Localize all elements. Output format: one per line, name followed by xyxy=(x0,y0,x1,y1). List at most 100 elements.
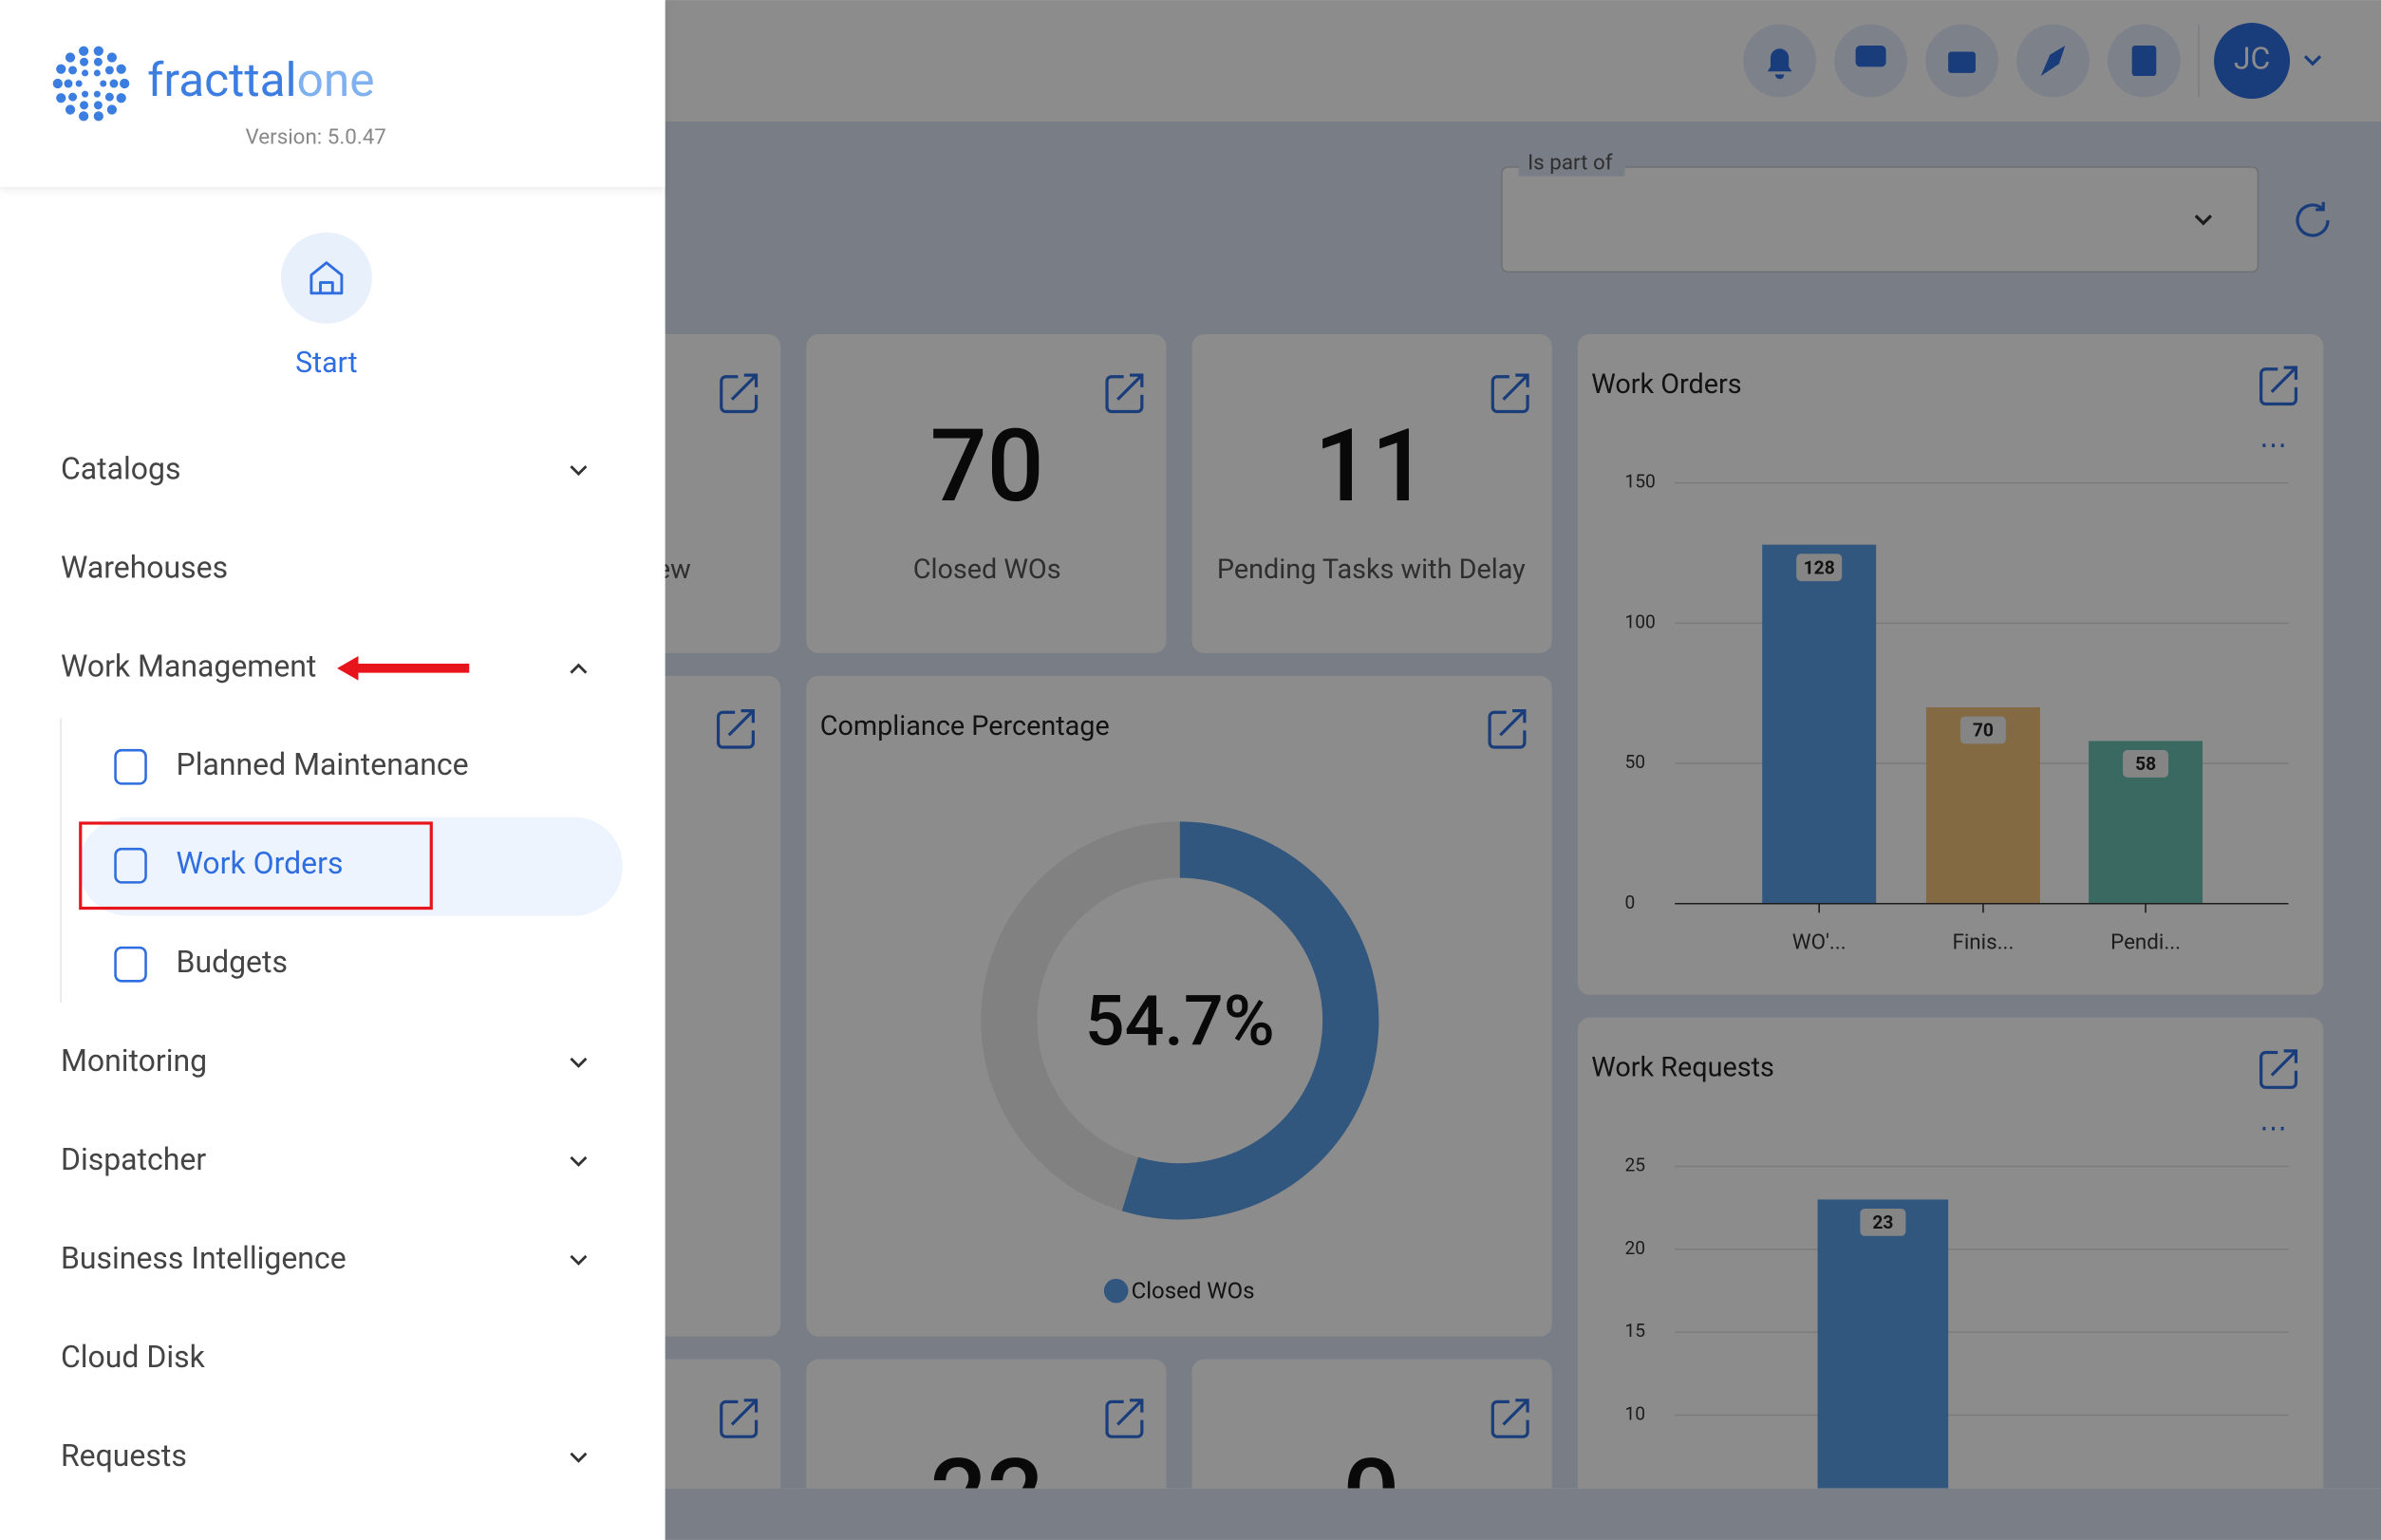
bar-label: 23 xyxy=(1872,1211,1893,1233)
menu-item[interactable]: Catalogs xyxy=(61,450,181,486)
avatar-initials: JC xyxy=(2234,40,2270,76)
logo-dot xyxy=(82,69,89,77)
menu-item[interactable]: Warehouses xyxy=(61,549,228,585)
x-tick-label: Pendi... xyxy=(2110,930,2181,954)
bar-label-bg xyxy=(1860,1208,1906,1236)
open-external-button[interactable] xyxy=(1488,709,1527,749)
y-tick-label: 150 xyxy=(1624,471,1655,493)
menu-item[interactable]: Monitoring xyxy=(61,1042,207,1079)
submenu-item[interactable]: Work Orders xyxy=(177,845,344,881)
y-tick-label: 15 xyxy=(1624,1320,1645,1342)
logo-dot xyxy=(116,93,126,103)
open-external-button[interactable] xyxy=(720,1399,759,1438)
submenu-item[interactable]: Budgets xyxy=(177,944,288,980)
y-tick-label: 100 xyxy=(1624,610,1655,632)
logo-dot xyxy=(68,92,78,102)
open-external-button[interactable] xyxy=(2259,366,2298,406)
chart-menu[interactable]: ⋯ xyxy=(2259,429,2287,461)
logo-dot xyxy=(64,79,73,88)
widget-card xyxy=(806,675,1552,1337)
kpi-card xyxy=(665,333,781,653)
bar-label: 128 xyxy=(1804,556,1835,578)
overlay-footer xyxy=(665,1488,2381,1540)
expand-chevron[interactable] xyxy=(570,1254,588,1266)
logo-dot xyxy=(93,101,103,110)
bar-label: 58 xyxy=(2135,753,2156,775)
submenu-item[interactable]: Planned Maintenance xyxy=(177,746,469,782)
logo-dot xyxy=(79,46,89,56)
kpi-card xyxy=(1191,333,1552,653)
open-external-button[interactable] xyxy=(720,373,759,414)
expand-chevron[interactable] xyxy=(570,1057,588,1068)
logo-dot xyxy=(68,66,78,75)
open-external-button[interactable] xyxy=(2259,1049,2298,1089)
donut-segment xyxy=(1121,821,1379,1220)
version: Version: 5.0.47 xyxy=(245,125,385,150)
filter-chevron xyxy=(2194,215,2212,226)
start-button[interactable] xyxy=(280,232,372,324)
submenu-icon xyxy=(114,847,147,884)
logo-dot xyxy=(65,52,76,63)
logo-dot xyxy=(93,111,103,122)
submenu-icon xyxy=(114,748,147,785)
topbar-glyphs xyxy=(1767,46,2157,80)
logo-dot xyxy=(82,90,89,98)
open-external-button[interactable] xyxy=(1490,1399,1529,1438)
widget-card xyxy=(665,675,781,1337)
open-external-button[interactable] xyxy=(1105,373,1144,414)
refresh-button[interactable] xyxy=(2296,201,2330,237)
chart-menu[interactable]: ⋯ xyxy=(2259,1113,2287,1145)
expand-chevron[interactable] xyxy=(570,465,588,477)
menu-item[interactable]: Dispatcher xyxy=(61,1141,206,1177)
bar-label-bg xyxy=(2123,750,2169,778)
sidebar: fracttalone Version: 5.0.47 Start Catalo… xyxy=(0,0,666,1540)
menu-item[interactable]: Business Intelligence xyxy=(61,1240,347,1276)
topbar xyxy=(665,0,2381,122)
logo-dot xyxy=(104,92,114,102)
legend-label: Closed WOs xyxy=(1132,1278,1255,1305)
logo-dot xyxy=(79,111,89,122)
avatar[interactable] xyxy=(2214,23,2291,100)
y-tick-label: 50 xyxy=(1624,751,1645,773)
menu-item[interactable]: Requests xyxy=(61,1437,187,1474)
kpi-card xyxy=(806,1359,1167,1489)
filter-select[interactable] xyxy=(1501,166,2259,273)
logo-icon xyxy=(52,46,130,122)
y-tick-label: 20 xyxy=(1624,1237,1645,1259)
y-tick-label: 0 xyxy=(1624,892,1635,913)
open-external-button[interactable] xyxy=(716,709,755,749)
logo-dot xyxy=(93,46,103,56)
logo-dot xyxy=(106,52,118,63)
widget-title: Compliance Percentage xyxy=(820,710,1110,742)
filter-label: Is part of xyxy=(1528,151,1613,176)
x-tick-label: Finis... xyxy=(1953,930,2015,954)
menu-item[interactable]: Work Management xyxy=(61,648,316,684)
expand-chevron[interactable] xyxy=(570,1452,588,1463)
open-external-button[interactable] xyxy=(1490,373,1529,414)
logo-dot xyxy=(52,78,63,89)
logo-dot xyxy=(80,57,89,66)
logo-dot xyxy=(100,80,107,87)
kpi-card xyxy=(1191,1359,1552,1489)
avatar-chevron[interactable] xyxy=(2303,55,2322,66)
filter-label-bg xyxy=(1518,152,1625,177)
open-external-button[interactable] xyxy=(1105,1399,1144,1438)
bar-label: 70 xyxy=(1973,720,1994,742)
logo-dot xyxy=(75,80,83,87)
menu-item[interactable]: Cloud Disk xyxy=(61,1339,206,1375)
chart-title: Work Requests xyxy=(1591,1052,1774,1084)
expand-chevron[interactable] xyxy=(570,1155,588,1167)
annotation-arrowhead xyxy=(337,656,359,681)
bar xyxy=(1762,544,1877,904)
collapse-chevron[interactable] xyxy=(570,663,588,674)
logo-text: fracttalone xyxy=(147,53,374,108)
x-tick-label: WO'... xyxy=(1792,930,1847,954)
donut-value: 54.7% xyxy=(1085,981,1275,1062)
kpi-label: Pending Tasks with Delay xyxy=(1217,554,1526,586)
logo-dot xyxy=(93,69,101,77)
kpi-value: 70 xyxy=(930,407,1044,525)
kpi-label: ew xyxy=(656,554,691,586)
start-label[interactable]: Start xyxy=(295,347,357,380)
